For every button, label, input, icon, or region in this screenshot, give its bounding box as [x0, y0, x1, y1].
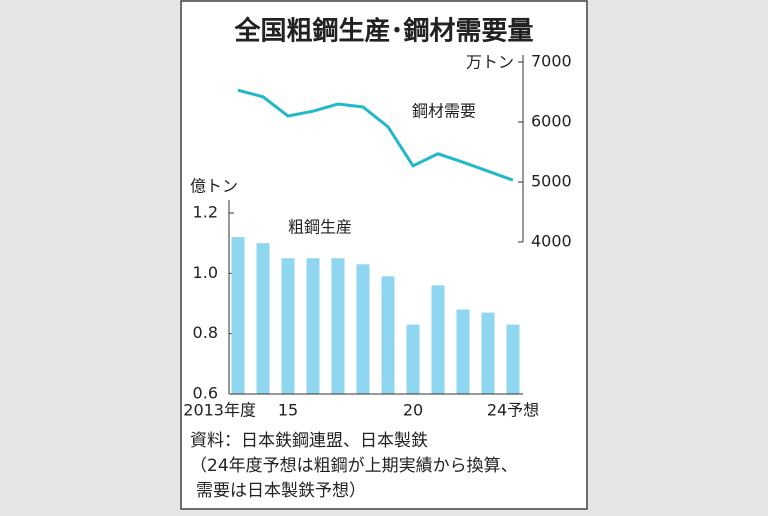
bar — [381, 276, 395, 394]
y-axis-title: 億トン — [190, 177, 238, 196]
line — [237, 88, 514, 182]
bar — [506, 324, 520, 394]
bar — [306, 258, 320, 394]
y2-tick-label: 5000 — [531, 172, 572, 191]
bar — [431, 285, 445, 394]
chart-title: 全国粗鋼生産･鋼材需要量 — [233, 16, 533, 47]
note: （24年度予想は粗鋼が上期実績から換算、 — [190, 456, 518, 476]
y2-tick-label: 6000 — [531, 112, 572, 131]
y-tick-label: 0.8 — [193, 323, 218, 342]
annotation: 粗鋼生産 — [288, 218, 352, 237]
bar — [456, 309, 470, 394]
x-tick-label: 20 — [403, 401, 423, 420]
note: 需要は日本製鉄予想） — [196, 481, 366, 501]
y-tick-label: 1.2 — [193, 203, 218, 222]
bar — [331, 258, 345, 394]
x-tick-label: 2013年度 — [183, 401, 256, 420]
bar — [356, 264, 370, 394]
note: 資料：日本鉄鋼連盟、日本製鉄 — [190, 431, 428, 451]
y2-tick-label: 4000 — [531, 232, 572, 251]
y2-tick-label: 7000 — [531, 52, 572, 71]
y-tick-label: 1.0 — [193, 263, 218, 282]
panel — [180, 0, 588, 510]
bar — [481, 312, 495, 394]
y2-axis-title: 万トン — [466, 53, 514, 72]
x-tick-label: 24予想 — [487, 401, 539, 420]
annotation: 鋼材需要 — [412, 102, 476, 121]
y-tick-label: 0.6 — [193, 384, 218, 403]
x-tick-label: 15 — [278, 401, 298, 420]
bar — [231, 237, 245, 394]
bar — [256, 243, 270, 394]
bar — [406, 324, 420, 394]
bar — [281, 258, 295, 394]
